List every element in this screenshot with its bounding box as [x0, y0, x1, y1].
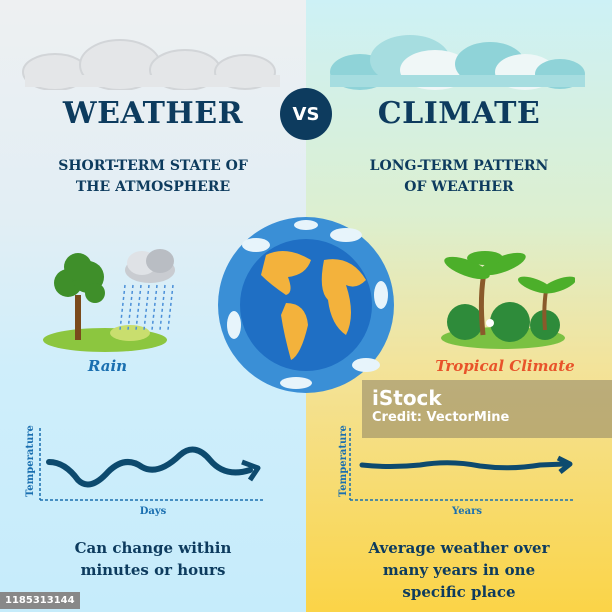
tree-icon: [54, 253, 105, 303]
tropical-climate-label: Tropical Climate: [435, 357, 575, 375]
arrowhead-icon: [556, 455, 573, 474]
rain-label: Rain: [87, 357, 128, 375]
bushes-icon: [447, 302, 560, 342]
summary-line: many years in one: [382, 561, 536, 579]
weather-chart: [39, 428, 265, 501]
climate-y-label: Temperature: [338, 425, 349, 497]
watermark: iStock Credit: VectorMine: [362, 380, 612, 438]
weather-title: WEATHER: [62, 96, 244, 131]
raindrops-icon: [119, 284, 174, 331]
vs-badge: VS: [280, 88, 332, 140]
clouds-decoration: [22, 35, 585, 90]
globe-illustration: [218, 217, 394, 393]
weather-clouds-icon: [22, 39, 280, 90]
watermark-credit: Credit: VectorMine: [372, 410, 510, 425]
climate-title: CLIMATE: [377, 96, 541, 131]
fluctuating-line: [46, 446, 253, 488]
arrowhead-icon: [241, 459, 261, 482]
image-id: 1185313144: [0, 592, 80, 609]
palm-tree-icon: [444, 251, 575, 294]
weather-summary: Can change within minutes or hours: [0, 537, 306, 581]
rain-illustration: [43, 249, 175, 352]
summary-line: Can change within: [74, 539, 232, 557]
weather-subtitle-line: THE ATMOSPHERE: [75, 179, 231, 195]
climate-chart: [349, 428, 575, 501]
weather-y-label: Temperature: [25, 425, 36, 497]
climate-summary: Average weather over many years in one spe…: [306, 537, 612, 603]
climate-subtitle: LONG-TERM PATTERN OF WEATHER: [306, 156, 612, 198]
summary-line: minutes or hours: [80, 561, 226, 579]
continents-icon: [261, 251, 366, 360]
weather-x-label: Days: [139, 506, 167, 517]
summary-line: specific place: [402, 583, 516, 601]
summary-line: Average weather over: [368, 539, 550, 557]
flower-icon: [486, 319, 494, 327]
weather-subtitle-line: SHORT-TERM STATE OF: [58, 158, 248, 174]
climate-subtitle-line: LONG-TERM PATTERN: [369, 158, 549, 174]
tree-trunk-icon: [75, 295, 81, 340]
rain-cloud-icon: [125, 249, 175, 283]
weather-subtitle: SHORT-TERM STATE OF THE ATMOSPHERE: [0, 156, 306, 198]
watermark-brand: iStock: [372, 386, 442, 410]
climate-clouds-icon: [330, 35, 585, 90]
atmosphere-clouds-icon: [227, 220, 388, 389]
climate-x-label: Years: [451, 506, 482, 517]
stable-line: [359, 460, 568, 471]
tropical-illustration: [441, 251, 575, 349]
climate-subtitle-line: OF WEATHER: [404, 179, 514, 195]
